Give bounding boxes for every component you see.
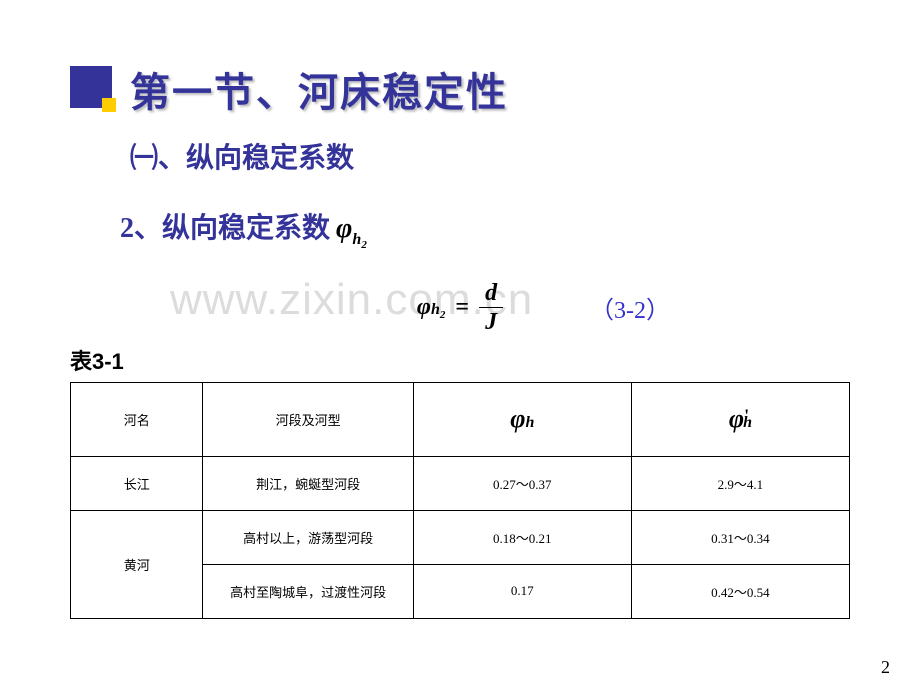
table-cell: 黄河 [71,510,203,618]
phi-subsub: 2 [361,239,367,251]
table-cell: 0.27～0.37 [413,456,631,510]
equation-fraction: d J [479,281,503,334]
data-table: 河名 河段及河型 φh φ'h 长江 荆江，蜿蜒型河段 0.27～0.37 2.… [70,382,850,619]
table-cell: 荆江，蜿蜒型河段 [203,456,413,510]
table-cell: 0.18～0.21 [413,510,631,564]
formula-label-text: 2、纵向稳定系数 [120,206,330,246]
table-cell: 2.9～4.1 [631,456,849,510]
table-cell: 高村至陶城阜，过渡性河段 [203,564,413,618]
table-header: 河名 [71,382,203,456]
equation-equals: = [455,294,469,321]
page-number: 2 [881,657,890,678]
table-cell: 0.42～0.54 [631,564,849,618]
title-marker-icon [70,66,112,108]
formula-symbol: φh2 [336,213,367,251]
table-cell: 高村以上，游荡型河段 [203,510,413,564]
table-header: φh [413,382,631,456]
table-cell: 长江 [71,456,203,510]
equation-row: φh2 = d J （3-2） [70,281,850,334]
equation-number: （3-2） [590,290,670,325]
table-row: 长江 荆江，蜿蜒型河段 0.27～0.37 2.9～4.1 [71,456,850,510]
phi-char: φ [336,213,352,244]
table-header-row: 河名 河段及河型 φh φ'h [71,382,850,456]
subtitle: ㈠、纵向稳定系数 [130,136,850,176]
table-header: 河段及河型 [203,382,413,456]
equation-lhs: φh2 [417,294,445,321]
table-label: 表3-1 [70,344,850,376]
equation-denominator: J [479,307,503,334]
page-title: 第一节、河床稳定性 [130,60,508,118]
table-cell: 0.31～0.34 [631,510,849,564]
equation: φh2 = d J [417,281,503,334]
table-cell: 0.17 [413,564,631,618]
formula-label: 2、纵向稳定系数 φh2 [120,206,850,251]
title-row: 第一节、河床稳定性 [70,60,850,118]
phi-sub: h2 [352,231,366,248]
equation-numerator: d [479,281,503,307]
slide: 第一节、河床稳定性 ㈠、纵向稳定系数 2、纵向稳定系数 φh2 www.zixi… [0,0,920,690]
table-row: 黄河 高村以上，游荡型河段 0.18～0.21 0.31～0.34 [71,510,850,564]
table-header: φ'h [631,382,849,456]
